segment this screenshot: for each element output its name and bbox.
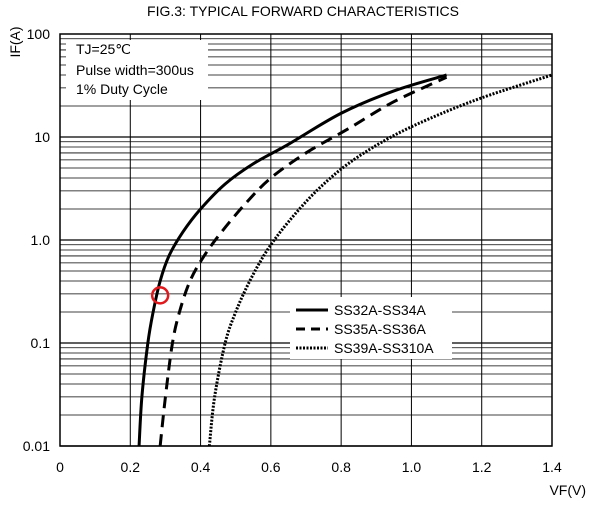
condition-temperature: TJ=25℃: [76, 41, 131, 57]
y-tick-label: 0.01: [23, 438, 50, 454]
x-tick-label: 0.6: [261, 459, 281, 475]
conditions-box-background: [66, 40, 208, 100]
x-tick-label: 1.4: [542, 459, 562, 475]
chart-title: FIG.3: TYPICAL FORWARD CHARACTERISTICS: [147, 3, 459, 19]
x-tick-label: 0: [56, 459, 64, 475]
condition-duty-cycle: 1% Duty Cycle: [76, 81, 168, 97]
highlight-marker-layer: [150, 286, 170, 305]
legend-label-ss39a-ss310a: SS39A-SS310A: [334, 340, 434, 356]
y-tick-label: 10: [34, 129, 50, 145]
highlight-marker-circle: [150, 286, 170, 305]
y-tick-label: 100: [27, 26, 51, 42]
legend-label-ss32a-ss34a: SS32A-SS34A: [334, 302, 426, 318]
x-tick-label: 0.4: [191, 459, 211, 475]
series-line-ss35a-ss36a: [158, 75, 448, 447]
y-tick-label: 0.1: [31, 335, 51, 351]
y-axis-label: IF(A): [7, 26, 23, 57]
conditions-box: TJ=25℃ Pulse width=300us 1% Duty Cycle: [66, 40, 208, 100]
legend-label-ss35a-ss36a: SS35A-SS36A: [334, 321, 426, 337]
series-line-ss39a-ss310a: [207, 73, 553, 447]
series-line-ss32a-ss34a: [137, 73, 448, 447]
x-tick-label: 1.2: [472, 459, 492, 475]
x-tick-label: 0.8: [331, 459, 351, 475]
x-tick-label: 1.0: [402, 459, 422, 475]
x-axis-label: VF(V): [549, 482, 586, 498]
y-tick-label: 1.0: [31, 232, 51, 248]
condition-pulse-width: Pulse width=300us: [76, 62, 194, 78]
series-lines: [137, 73, 553, 447]
x-tick-label: 0.2: [121, 459, 141, 475]
legend: SS32A-SS34A SS35A-SS36A SS39A-SS310A: [290, 297, 452, 359]
plot-frame: [59, 33, 553, 447]
plot-border: [59, 33, 553, 447]
tick-labels: 0 0.2 0.4 0.6 0.8 1.0 1.2 1.4 0.01 0.1 1.0 10 100: [23, 26, 562, 475]
